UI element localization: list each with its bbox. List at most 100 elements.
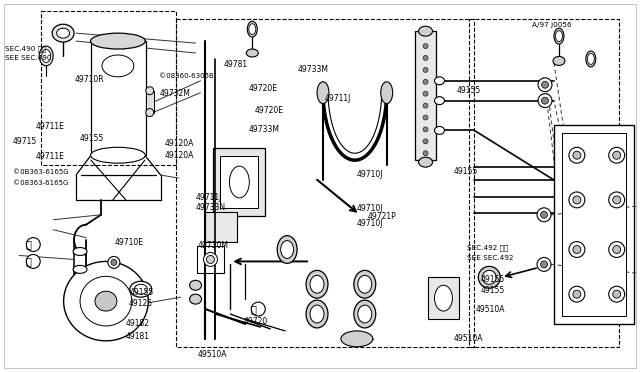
Text: Ⓢ: Ⓢ bbox=[26, 240, 31, 250]
Bar bbox=[146, 91, 154, 113]
Ellipse shape bbox=[189, 280, 202, 290]
Ellipse shape bbox=[435, 97, 444, 105]
Ellipse shape bbox=[57, 28, 70, 38]
Ellipse shape bbox=[95, 291, 117, 311]
Ellipse shape bbox=[207, 256, 214, 263]
Bar bbox=[469, 19, 619, 347]
Text: 49510A: 49510A bbox=[454, 334, 483, 343]
Text: 49711E: 49711E bbox=[35, 152, 64, 161]
Circle shape bbox=[146, 87, 154, 95]
Ellipse shape bbox=[247, 21, 257, 37]
Ellipse shape bbox=[189, 294, 202, 304]
Circle shape bbox=[423, 115, 428, 120]
Circle shape bbox=[609, 241, 625, 257]
Bar bbox=[415, 31, 436, 160]
Text: 49732M: 49732M bbox=[159, 89, 190, 98]
Circle shape bbox=[26, 254, 40, 268]
Text: 49721P: 49721P bbox=[368, 212, 397, 221]
Ellipse shape bbox=[281, 241, 294, 259]
Text: 49711J: 49711J bbox=[325, 94, 351, 103]
Bar bbox=[428, 277, 460, 319]
Text: 49155: 49155 bbox=[130, 288, 154, 296]
Text: 49155: 49155 bbox=[481, 275, 505, 284]
Circle shape bbox=[537, 208, 551, 222]
Circle shape bbox=[612, 290, 621, 298]
Ellipse shape bbox=[229, 166, 250, 198]
Ellipse shape bbox=[80, 276, 132, 326]
Text: 49710J: 49710J bbox=[357, 219, 383, 228]
Text: 49510A: 49510A bbox=[476, 305, 506, 314]
Ellipse shape bbox=[435, 285, 452, 311]
Text: Ⓢ: Ⓢ bbox=[250, 304, 256, 314]
Circle shape bbox=[541, 81, 548, 88]
Ellipse shape bbox=[478, 266, 500, 288]
Text: SEE SEC.492: SEE SEC.492 bbox=[467, 255, 513, 261]
Bar bbox=[41, 11, 175, 165]
Text: 49155: 49155 bbox=[454, 167, 478, 176]
Text: 49710E: 49710E bbox=[115, 238, 144, 247]
Circle shape bbox=[423, 44, 428, 48]
Circle shape bbox=[573, 290, 581, 298]
Ellipse shape bbox=[435, 77, 444, 85]
Text: 49155: 49155 bbox=[481, 286, 505, 295]
Circle shape bbox=[423, 103, 428, 108]
Text: 49711J: 49711J bbox=[196, 193, 222, 202]
Ellipse shape bbox=[341, 331, 372, 347]
Bar bbox=[91, 41, 146, 155]
Text: 49181: 49181 bbox=[125, 332, 150, 341]
Bar bbox=[205, 212, 237, 241]
Bar bbox=[71, 279, 141, 324]
Ellipse shape bbox=[52, 24, 74, 42]
Circle shape bbox=[541, 261, 547, 268]
Text: 49733M: 49733M bbox=[248, 125, 280, 134]
Ellipse shape bbox=[483, 270, 496, 284]
Circle shape bbox=[612, 151, 621, 159]
Circle shape bbox=[423, 55, 428, 60]
Ellipse shape bbox=[130, 281, 152, 297]
Bar bbox=[554, 125, 634, 324]
Circle shape bbox=[538, 94, 552, 108]
Circle shape bbox=[538, 78, 552, 92]
Ellipse shape bbox=[358, 275, 372, 293]
Circle shape bbox=[252, 302, 265, 316]
Ellipse shape bbox=[358, 305, 372, 323]
Circle shape bbox=[569, 192, 585, 208]
Text: Ⓢ: Ⓢ bbox=[26, 256, 31, 266]
Text: 49715: 49715 bbox=[13, 137, 37, 146]
Circle shape bbox=[573, 246, 581, 253]
Text: 49155: 49155 bbox=[457, 86, 481, 94]
Ellipse shape bbox=[556, 31, 563, 42]
Ellipse shape bbox=[381, 82, 393, 104]
Circle shape bbox=[111, 259, 117, 265]
Ellipse shape bbox=[306, 270, 328, 298]
Circle shape bbox=[146, 109, 154, 116]
Text: ©08360-6305B: ©08360-6305B bbox=[159, 73, 214, 79]
Ellipse shape bbox=[204, 253, 218, 266]
Circle shape bbox=[569, 286, 585, 302]
Circle shape bbox=[573, 151, 581, 159]
Bar bbox=[220, 156, 259, 208]
Ellipse shape bbox=[354, 300, 376, 328]
Circle shape bbox=[423, 67, 428, 73]
Circle shape bbox=[26, 238, 40, 251]
Circle shape bbox=[569, 147, 585, 163]
Ellipse shape bbox=[42, 49, 51, 62]
Ellipse shape bbox=[90, 33, 145, 49]
Ellipse shape bbox=[419, 26, 433, 36]
Text: 49733M: 49733M bbox=[298, 65, 329, 74]
Text: SEC.490 参照: SEC.490 参照 bbox=[4, 45, 46, 52]
Ellipse shape bbox=[310, 305, 324, 323]
Ellipse shape bbox=[134, 284, 147, 294]
Ellipse shape bbox=[317, 82, 329, 104]
Text: 49781: 49781 bbox=[223, 61, 247, 70]
Ellipse shape bbox=[354, 270, 376, 298]
Circle shape bbox=[423, 139, 428, 144]
Text: 49720E: 49720E bbox=[255, 106, 284, 115]
Ellipse shape bbox=[102, 55, 134, 77]
Bar bbox=[562, 134, 626, 316]
Text: 49125: 49125 bbox=[129, 299, 153, 308]
Circle shape bbox=[423, 79, 428, 84]
Ellipse shape bbox=[73, 265, 87, 273]
Circle shape bbox=[612, 196, 621, 204]
Circle shape bbox=[423, 127, 428, 132]
